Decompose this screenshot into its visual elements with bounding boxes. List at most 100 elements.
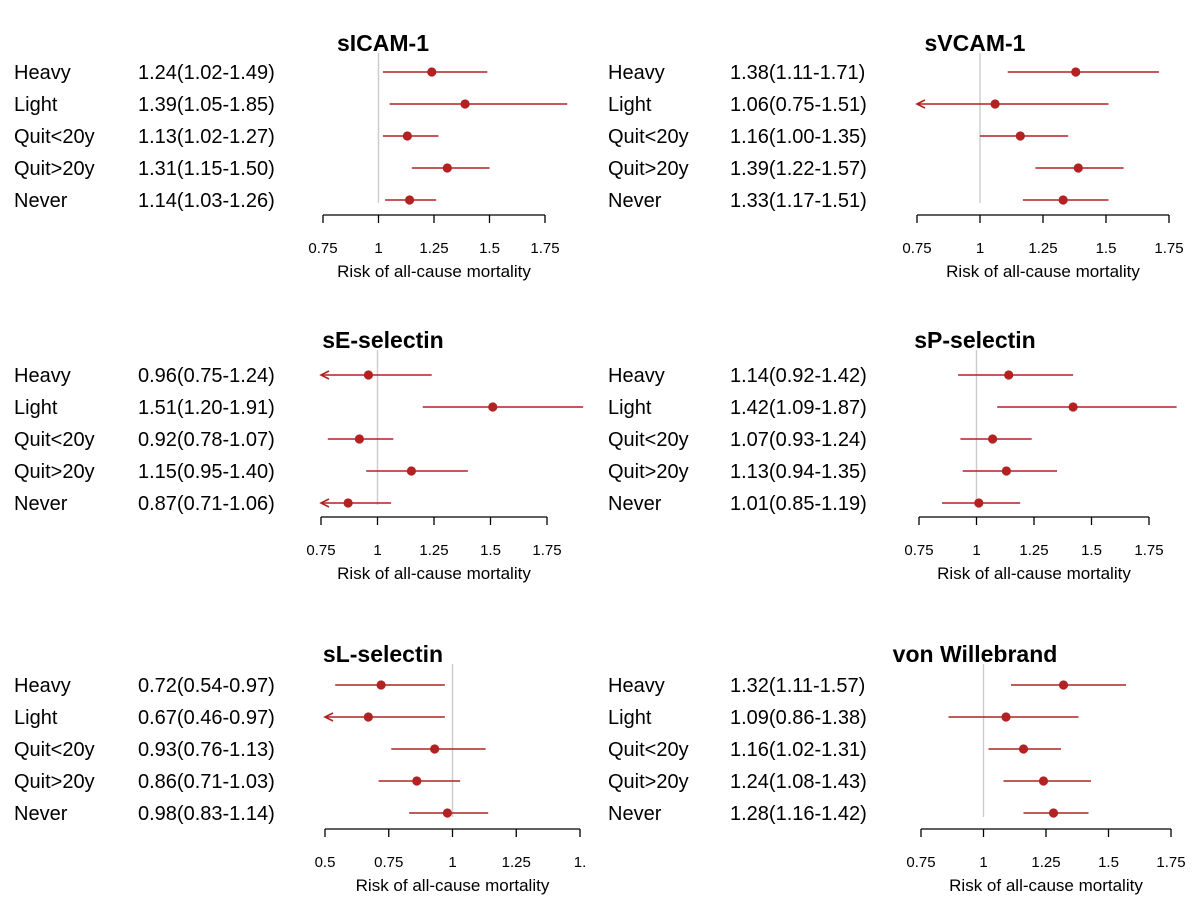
row-label: Never — [14, 190, 68, 212]
estimate-label: 0.93(0.76-1.13) — [138, 739, 275, 761]
point-estimate — [404, 195, 415, 205]
x-tick-label: 0.5 — [315, 854, 336, 871]
row-label: Quit>20y — [608, 158, 689, 180]
point-estimate — [1004, 370, 1014, 380]
point-estimate — [460, 99, 470, 109]
estimate-label: 1.16(1.02-1.31) — [730, 739, 867, 761]
estimate-label: 1.14(0.92-1.42) — [730, 365, 867, 387]
x-tick-label: 1.75 — [1154, 240, 1183, 257]
row-label: Quit>20y — [14, 158, 95, 180]
row-label: Heavy — [608, 675, 665, 697]
panel-title: sP-selectin — [914, 327, 1035, 353]
x-tick-label: 0.75 — [308, 240, 337, 257]
estimate-label: 1.06(0.75-1.51) — [730, 94, 867, 116]
x-tick-label: 1.5 — [480, 542, 501, 559]
x-tick-label: 1.25 — [1019, 542, 1048, 559]
point-estimate — [1048, 808, 1059, 818]
point-estimate — [1073, 163, 1083, 173]
estimate-label: 1.14(1.03-1.26) — [138, 190, 275, 212]
panel-title: sVCAM-1 — [925, 30, 1026, 56]
row-label: Quit>20y — [608, 771, 689, 793]
row-label: Quit>20y — [14, 771, 95, 793]
row-label: Never — [14, 803, 68, 825]
estimate-label: 1.38(1.11-1.71) — [730, 62, 865, 84]
estimate-label: 0.96(0.75-1.24) — [138, 365, 275, 387]
row-label: Heavy — [608, 62, 665, 84]
x-tick-label: 1 — [979, 854, 987, 871]
row-label: Quit<20y — [608, 126, 689, 148]
x-axis-label: Risk of all-cause mortality — [337, 564, 531, 583]
point-estimate — [974, 498, 984, 508]
point-estimate — [988, 434, 998, 444]
point-estimate — [442, 163, 452, 173]
row-label: Light — [608, 397, 652, 419]
x-tick-label: 1 — [448, 854, 456, 871]
point-estimate — [1058, 680, 1069, 690]
row-label: Never — [608, 493, 662, 515]
point-estimate — [412, 776, 422, 786]
point-estimate — [406, 466, 416, 476]
ci-arrow-left — [323, 712, 334, 722]
x-tick-label: 1.5 — [1096, 240, 1117, 257]
estimate-label: 1.16(1.00-1.35) — [730, 126, 867, 148]
estimate-label: 0.72(0.54-0.97) — [138, 675, 275, 697]
row-label: Never — [608, 190, 662, 212]
x-tick-label: 1.75 — [530, 240, 559, 257]
x-tick-label: 1.25 — [1031, 854, 1060, 871]
row-label: Quit<20y — [14, 429, 95, 451]
estimate-label: 0.92(0.78-1.07) — [138, 429, 275, 451]
estimate-label: 0.87(0.71-1.06) — [138, 493, 275, 515]
point-estimate — [363, 712, 373, 722]
point-estimate — [1001, 712, 1011, 722]
x-tick-label: 1 — [374, 240, 382, 257]
point-estimate — [430, 744, 440, 754]
x-tick-label: 1.25 — [419, 542, 448, 559]
estimate-label: 1.51(1.20-1.91) — [138, 397, 275, 419]
row-label: Quit<20y — [608, 739, 689, 761]
point-estimate — [363, 370, 374, 380]
x-axis-label: Risk of all-cause mortality — [356, 876, 550, 895]
point-estimate — [402, 131, 412, 141]
x-tick-label: 1.75 — [1134, 542, 1163, 559]
estimate-label: 1.31(1.15-1.50) — [138, 158, 275, 180]
estimate-label: 1.24(1.08-1.43) — [730, 771, 867, 793]
row-label: Heavy — [14, 62, 71, 84]
point-estimate — [990, 99, 1000, 109]
row-label: Quit>20y — [608, 461, 689, 483]
x-tick-label: 1.25 — [1028, 240, 1057, 257]
x-tick-label: 0.75 — [902, 240, 931, 257]
x-tick-label: 1.75 — [532, 542, 561, 559]
point-estimate — [488, 402, 498, 412]
estimate-label: 0.86(0.71-1.03) — [138, 771, 275, 793]
estimate-label: 1.13(1.02-1.27) — [138, 126, 275, 148]
row-label: Light — [608, 707, 652, 729]
panel-title: von Willebrand — [893, 641, 1058, 667]
panel-title: sE-selectin — [322, 327, 443, 353]
ci-arrow-left — [319, 498, 330, 508]
point-estimate — [1015, 131, 1025, 141]
x-tick-label: 0.75 — [374, 854, 403, 871]
row-label: Light — [14, 397, 58, 419]
row-label: Never — [14, 493, 68, 515]
row-label: Never — [608, 803, 662, 825]
x-tick-label: 0.75 — [904, 542, 933, 559]
point-estimate — [376, 680, 386, 690]
point-estimate — [1018, 744, 1029, 754]
ci-arrow-left — [319, 370, 330, 380]
x-tick-label: 1 — [373, 542, 381, 559]
estimate-label: 0.98(0.83-1.14) — [138, 803, 275, 825]
x-axis-label: Risk of all-cause mortality — [949, 876, 1143, 895]
x-tick-label: 1. — [574, 854, 587, 871]
estimate-label: 1.28(1.16-1.42) — [730, 803, 867, 825]
panel-title: sL-selectin — [323, 641, 443, 667]
point-estimate — [442, 808, 452, 818]
point-estimate — [1071, 67, 1081, 77]
x-axis-label: Risk of all-cause mortality — [337, 262, 531, 281]
estimate-label: 0.67(0.46-0.97) — [138, 707, 275, 729]
point-estimate — [1038, 776, 1049, 786]
estimate-label: 1.07(0.93-1.24) — [730, 429, 867, 451]
x-tick-label: 1.25 — [502, 854, 531, 871]
x-axis-label: Risk of all-cause mortality — [946, 262, 1140, 281]
row-label: Heavy — [14, 365, 71, 387]
